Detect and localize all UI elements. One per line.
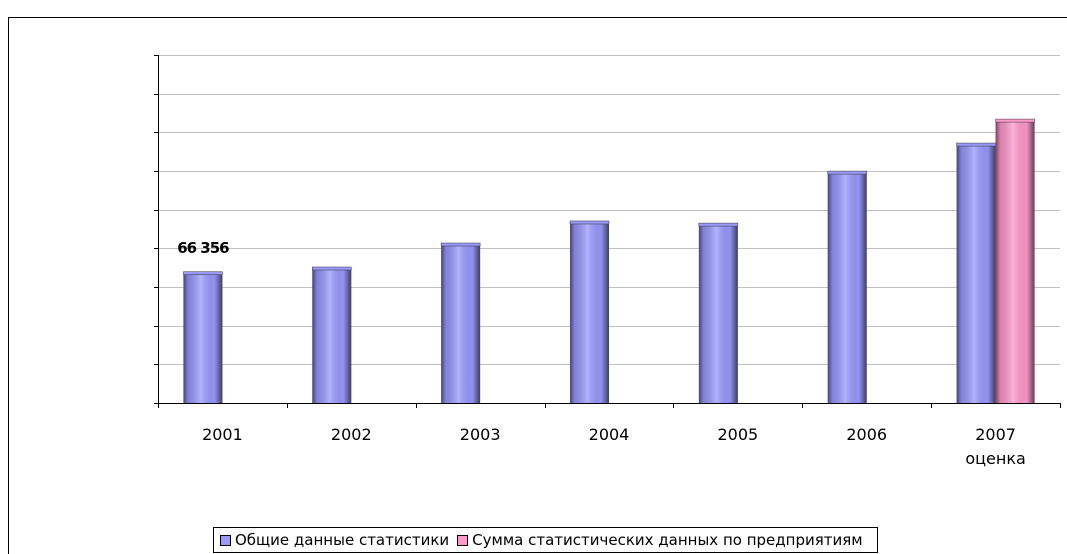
bar-shade [956, 146, 996, 403]
bar-top [312, 266, 352, 271]
bar-top [183, 271, 223, 275]
bar-shade [312, 269, 352, 403]
bar-top [440, 242, 481, 247]
bar-top [827, 170, 867, 175]
chart-frame [8, 17, 1067, 554]
legend-swatch [457, 534, 469, 546]
bar-shade [441, 246, 481, 403]
bar [183, 271, 223, 403]
x-tick-label: 2006 [846, 425, 888, 444]
bar [698, 222, 739, 403]
legend-swatch [220, 534, 231, 546]
bar-top [995, 118, 1035, 123]
bar-top [569, 220, 610, 225]
legend-label: Сумма статистических данных по предприят… [472, 531, 863, 549]
x-tick-label: 2001 [202, 425, 243, 444]
bar-shade [570, 223, 609, 403]
x-tick-label: 2005 [717, 425, 759, 444]
bar [956, 142, 996, 403]
x-tick-label: 2003 [459, 425, 501, 444]
legend-label: Общие данные статистики [235, 531, 450, 549]
legend-item: Сумма статистических данных по предприят… [457, 531, 863, 549]
bar-shade [827, 174, 867, 403]
bar-top [956, 142, 996, 147]
data-label: 66 356 [177, 239, 229, 257]
x-tick-label: 2004 [588, 425, 630, 444]
x-tick-label: 2002 [330, 425, 372, 444]
bar-top [698, 222, 739, 227]
x-tick-label: 2007 оценка [965, 425, 1026, 468]
bar [440, 242, 481, 403]
bar [827, 170, 867, 403]
bar [569, 220, 610, 403]
bar [995, 118, 1035, 403]
bar [312, 266, 352, 403]
legend: Общие данные статистики Сумма статистичес… [213, 527, 878, 553]
bar-shade [698, 226, 738, 403]
legend-item: Общие данные статистики [220, 531, 449, 549]
bar-shade [995, 122, 1035, 403]
bar-shade [183, 274, 223, 403]
